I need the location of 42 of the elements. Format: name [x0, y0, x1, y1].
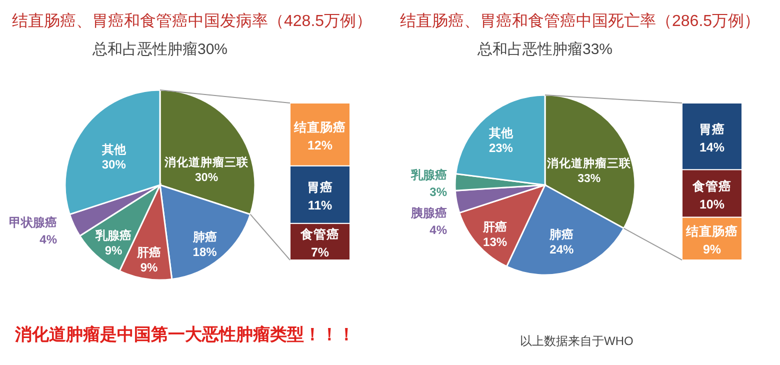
text: 消化道肿瘤是中国第一大恶性肿瘤类型！！！ [14, 325, 355, 344]
data-label: 4% [40, 232, 58, 246]
slice-label: 消化道肿瘤三联 [164, 155, 250, 169]
series-label: 胃癌 [307, 180, 333, 195]
series-label: 结直肠癌 [293, 119, 346, 134]
data-label: 4% [430, 222, 448, 237]
slice-label: 肝癌 [482, 220, 508, 234]
data-label: 11% [308, 198, 332, 213]
data-label: 7% [310, 246, 330, 260]
data-label: 9% [104, 244, 123, 258]
slice-label: 消化道肿瘤三联 [546, 156, 632, 170]
slice-label: 甲状腺癌 [9, 215, 57, 230]
data-label: 24% [550, 242, 574, 256]
data-label: 9% [140, 260, 158, 274]
chart-title: 结直肠癌、胃癌和食管癌中国死亡率（286.5万例） [400, 12, 760, 30]
slice-label: 其他 [488, 126, 514, 140]
data-label: 23% [488, 141, 514, 156]
slice-label: 其他 [100, 142, 127, 156]
data-label: 3% [430, 184, 448, 199]
series-label: 胃癌 [699, 121, 725, 136]
data-label: 9% [702, 242, 722, 257]
chart-subtitle: 总和占恶性肿瘤33% [476, 41, 613, 58]
series-label: 结直肠癌 [685, 224, 738, 239]
data-label: 12% [307, 138, 333, 152]
data-label: 33% [578, 173, 601, 185]
data-label: 10% [699, 197, 725, 212]
series-label: 食管癌 [692, 178, 732, 194]
slice-label: 肺癌 [548, 227, 574, 242]
chart-title: 结直肠癌、胃癌和食管癌中国发病率（428.5万例） [12, 12, 372, 30]
data-label: 30% [195, 172, 218, 184]
data-label: 30% [102, 157, 126, 172]
series-label: 食管癌 [300, 226, 340, 242]
slice-label: 胰腺癌 [410, 206, 447, 220]
data-label: 13% [483, 235, 508, 250]
slice-label: 肝癌 [136, 245, 162, 260]
slice-label: 乳腺癌 [94, 228, 132, 243]
data-label: 18% [192, 245, 218, 260]
data-label: 14% [699, 140, 725, 154]
chart-subtitle: 总和占恶性肿瘤30% [91, 41, 228, 58]
text: 以上数据来自于WHO [520, 334, 634, 348]
slice-label: 肺癌 [192, 230, 217, 244]
slice-label: 乳腺癌 [410, 168, 447, 182]
